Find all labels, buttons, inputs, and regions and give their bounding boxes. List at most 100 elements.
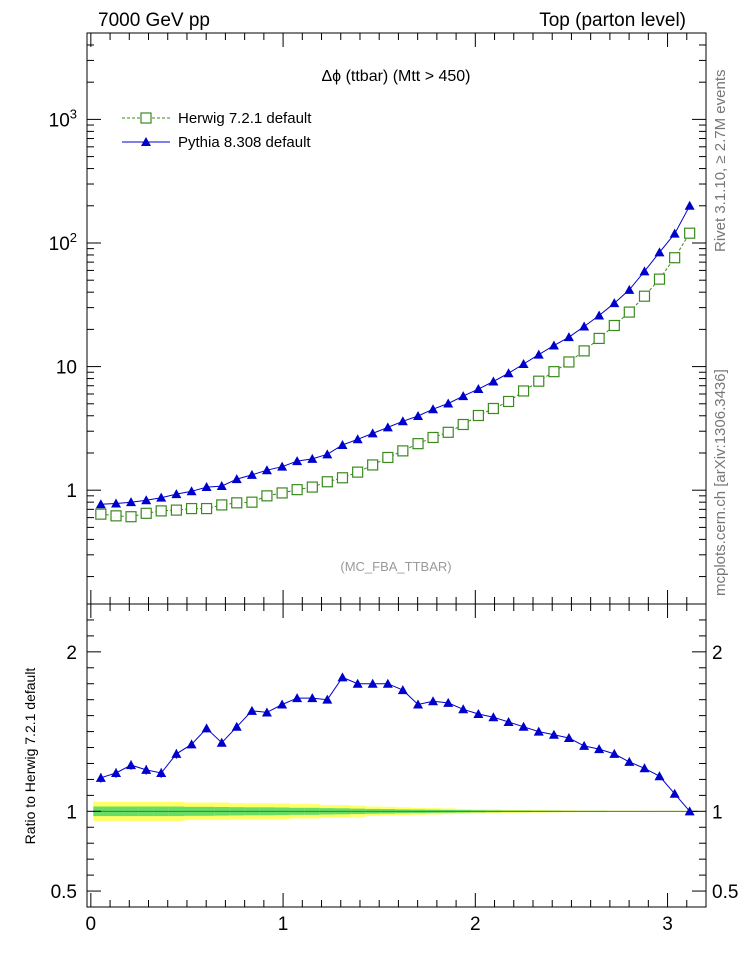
ratio-pythia-point xyxy=(156,768,167,778)
ratio-pythia-point xyxy=(443,697,454,707)
pythia-point xyxy=(413,411,424,421)
herwig-point xyxy=(563,356,575,368)
ratio-y-axis-label: Ratio to Herwig 7.2.1 default xyxy=(22,668,38,845)
herwig-point xyxy=(412,438,424,450)
pythia-point xyxy=(216,481,227,491)
herwig-point xyxy=(487,402,499,415)
y-tick-label: 10 xyxy=(56,358,77,379)
pythia-point xyxy=(337,440,348,450)
ratio-pythia-point xyxy=(231,721,242,731)
herwig-point xyxy=(472,409,484,422)
rivet-label: Rivet 3.1.10, ≥ 2.7M events xyxy=(712,70,729,253)
pythia-point xyxy=(609,298,620,308)
ratio-pythia-point xyxy=(322,694,333,704)
herwig-point xyxy=(653,273,666,285)
header-left: 7000 GeV pp xyxy=(98,10,210,31)
pythia-point xyxy=(473,384,484,394)
herwig-point xyxy=(276,487,288,499)
herwig-point xyxy=(442,426,454,438)
herwig-point xyxy=(578,345,590,357)
herwig-point xyxy=(367,459,379,471)
herwig-point xyxy=(216,499,228,511)
ratio-pythia-point xyxy=(488,712,499,722)
pythia-point xyxy=(533,349,544,359)
ratio-pythia-point xyxy=(503,717,514,727)
pythia-point xyxy=(639,266,650,276)
herwig-point xyxy=(502,395,515,408)
ratio-pythia-point xyxy=(533,726,544,736)
pythia-point xyxy=(231,474,242,484)
pythia-line xyxy=(100,205,691,505)
pythia-point xyxy=(367,428,378,438)
ratio-pythia-point xyxy=(518,721,529,731)
herwig-point xyxy=(669,252,681,264)
pythia-point xyxy=(428,404,439,414)
ratio-pythia-point xyxy=(579,740,590,750)
x-tick-label: 1 xyxy=(278,914,289,935)
herwig-point xyxy=(231,497,243,509)
ratio-y-tick-label-right: 1 xyxy=(712,802,723,823)
herwig-point xyxy=(517,385,530,397)
herwig-point xyxy=(382,451,394,464)
x-tick-label: 3 xyxy=(662,914,673,935)
ratio-pythia-point xyxy=(473,709,484,719)
ratio-pythia-point xyxy=(609,748,620,758)
ratio-pythia-point xyxy=(111,768,122,778)
mcplots-label: mcplots.cern.ch [arXiv:1306.3436] xyxy=(712,369,729,596)
ratio-pythia-point xyxy=(397,685,408,695)
ratio-plot-frame xyxy=(86,603,707,908)
ratio-pythia-point xyxy=(684,806,695,816)
herwig-point xyxy=(291,484,303,496)
herwig-point xyxy=(397,445,409,457)
ratio-pythia-point xyxy=(141,764,152,774)
herwig-point xyxy=(548,366,560,378)
ratio-y-tick-label-right: 2 xyxy=(712,643,723,664)
ratio-pythia-point xyxy=(95,772,106,782)
herwig-point xyxy=(306,481,318,493)
ratio-pythia-line xyxy=(100,676,691,812)
ratio-y-axis: 0.5 0.5 1 1 2 2 xyxy=(51,603,738,903)
ratio-pythia-point xyxy=(669,788,680,798)
herwig-point xyxy=(608,319,620,332)
main-plot-panel: 1 10 102 103 Δϕ (ttbar) (Mtt > 450) (MC_FBA… xyxy=(49,32,707,605)
pythia-point xyxy=(111,498,122,508)
pythia-point xyxy=(458,391,469,401)
ratio-y-tick-label: 2 xyxy=(66,643,77,664)
herwig-point xyxy=(200,502,213,515)
ratio-pythia-point xyxy=(246,705,257,715)
herwig-point xyxy=(140,507,152,519)
analysis-watermark: (MC_FBA_TTBAR) xyxy=(340,559,451,574)
pythia-point xyxy=(171,489,182,499)
pythia-point xyxy=(548,340,559,350)
ratio-y-tick-label-right: 0.5 xyxy=(712,882,738,903)
herwig-point xyxy=(623,306,635,318)
pythia-point xyxy=(292,456,303,466)
herwig-point xyxy=(261,490,273,502)
ratio-pythia-point xyxy=(126,760,137,770)
pythia-point xyxy=(488,376,499,386)
ratio-pythia-point xyxy=(261,707,272,717)
pythia-point xyxy=(579,321,590,331)
herwig-point xyxy=(321,476,333,488)
main-data-series xyxy=(95,200,696,523)
pythia-point xyxy=(684,200,695,210)
ratio-pythia-point xyxy=(382,678,393,688)
ratio-pythia-point xyxy=(337,672,348,682)
x-tick-label: 0 xyxy=(86,914,97,935)
main-plot-title: Δϕ (ttbar) (Mtt > 450) xyxy=(321,68,470,85)
pythia-point xyxy=(95,499,106,509)
pythia-point xyxy=(503,368,514,378)
ratio-pythia-point xyxy=(563,732,574,742)
herwig-point xyxy=(352,466,364,478)
ratio-uncertainty-band xyxy=(93,801,698,821)
pythia-point xyxy=(518,358,529,368)
pythia-point xyxy=(654,247,665,257)
ratio-pythia-point xyxy=(458,704,469,714)
x-axis: 0 1 2 3 xyxy=(86,33,707,935)
legend-herwig-marker xyxy=(140,112,152,124)
herwig-point xyxy=(336,472,349,484)
herwig-line xyxy=(100,232,691,518)
pythia-point xyxy=(141,495,152,505)
ratio-pythia-point xyxy=(277,699,288,709)
y-tick-label: 1 xyxy=(66,481,77,502)
